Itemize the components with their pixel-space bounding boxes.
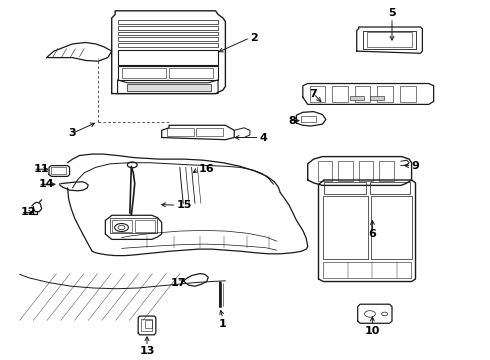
Bar xyxy=(127,84,211,91)
Bar xyxy=(51,167,66,174)
Bar xyxy=(332,86,348,102)
Text: 5: 5 xyxy=(388,8,396,18)
Bar xyxy=(112,220,132,232)
Text: 15: 15 xyxy=(176,200,192,210)
Bar xyxy=(118,43,218,47)
Text: 16: 16 xyxy=(198,164,214,174)
Bar xyxy=(167,128,194,136)
Text: 7: 7 xyxy=(310,89,318,99)
Text: 6: 6 xyxy=(368,229,376,239)
Bar xyxy=(145,320,152,328)
Text: 17: 17 xyxy=(171,278,187,288)
Bar xyxy=(324,182,366,194)
Bar xyxy=(141,319,152,331)
Bar xyxy=(196,128,223,136)
Bar xyxy=(400,86,416,102)
Bar xyxy=(377,86,393,102)
Text: 14: 14 xyxy=(38,179,54,189)
Bar xyxy=(110,218,157,233)
Text: 9: 9 xyxy=(412,161,419,171)
Text: 10: 10 xyxy=(365,326,380,336)
Bar xyxy=(135,220,155,232)
Bar xyxy=(370,96,384,100)
Bar xyxy=(323,262,411,278)
Bar xyxy=(118,66,218,80)
Text: 1: 1 xyxy=(219,319,227,329)
Bar xyxy=(359,161,373,181)
Bar xyxy=(371,196,412,259)
Bar xyxy=(118,37,218,41)
Bar xyxy=(310,86,325,102)
Text: 4: 4 xyxy=(260,132,268,143)
Bar xyxy=(350,96,364,100)
Text: 12: 12 xyxy=(21,207,36,217)
Bar xyxy=(118,32,218,35)
Text: 8: 8 xyxy=(288,116,296,126)
Text: 13: 13 xyxy=(139,346,155,356)
Bar xyxy=(338,161,353,181)
Bar xyxy=(367,32,412,47)
Bar xyxy=(379,161,394,181)
Bar xyxy=(363,31,416,49)
Bar xyxy=(118,26,218,30)
Text: 2: 2 xyxy=(250,33,258,43)
Bar xyxy=(370,182,410,194)
Bar xyxy=(118,50,218,65)
Text: 3: 3 xyxy=(69,128,76,138)
Bar xyxy=(323,196,368,259)
Bar xyxy=(318,161,332,181)
Bar xyxy=(118,20,218,24)
Bar xyxy=(169,68,213,78)
Bar xyxy=(355,86,370,102)
Text: 11: 11 xyxy=(33,164,49,174)
Bar xyxy=(122,68,166,78)
